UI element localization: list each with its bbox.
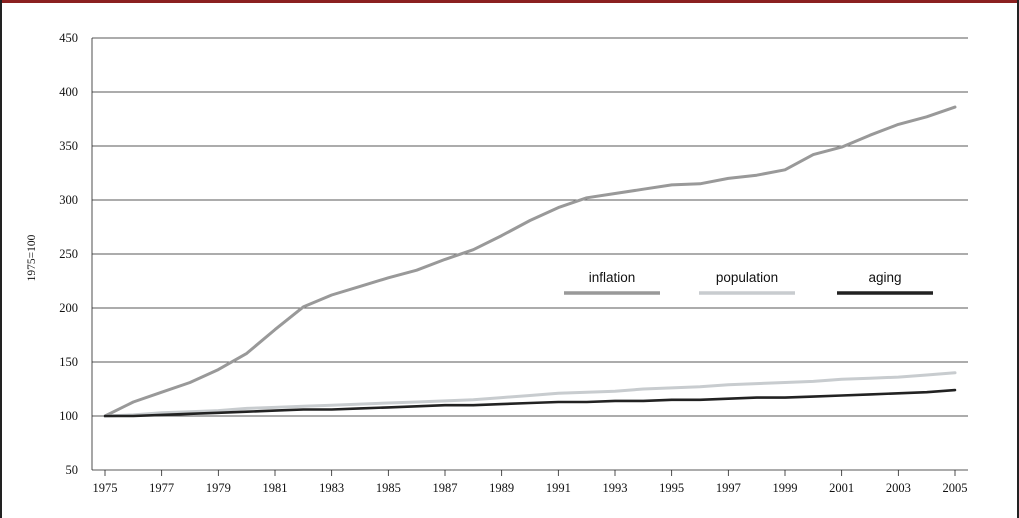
series-line-population	[103, 371, 957, 418]
y-tick-label-50: 50	[66, 463, 79, 477]
y-tick-label-200: 200	[59, 301, 78, 315]
x-tick-label-1983: 1983	[319, 481, 344, 495]
x-tick-label-1985: 1985	[376, 481, 401, 495]
x-tick-label-1989: 1989	[489, 481, 514, 495]
y-tick-label-100: 100	[59, 409, 78, 423]
y-tick-label-350: 350	[59, 139, 78, 153]
x-tick-label-2003: 2003	[886, 481, 911, 495]
y-tick-label-450: 450	[59, 31, 78, 45]
y-tick-label-300: 300	[59, 193, 78, 207]
x-tick-label-1993: 1993	[603, 481, 628, 495]
y-tick-label-250: 250	[59, 247, 78, 261]
x-tick-label-1977: 1977	[149, 481, 174, 495]
series-lines	[103, 105, 957, 418]
x-tick-label-1991: 1991	[546, 481, 571, 495]
x-axis-ticks: 1975 1977 1979 1981 1983 1985 1987 1989 1991 1993…	[93, 470, 968, 495]
y-tick-label-400: 400	[59, 85, 78, 99]
right-border-rule	[1017, 0, 1019, 518]
y-axis-ticks: 50 100 150 200 250 300 350 400 450	[59, 31, 78, 477]
x-tick-label-1997: 1997	[716, 481, 741, 495]
top-border-rule	[0, 0, 1019, 3]
x-tick-label-1999: 1999	[773, 481, 798, 495]
y-tick-label-150: 150	[59, 355, 78, 369]
legend-label-inflation: inflation	[589, 270, 636, 285]
x-tick-label-1975: 1975	[93, 481, 118, 495]
legend-label-population: population	[716, 270, 778, 285]
left-border-rule	[0, 0, 2, 518]
x-tick-label-1995: 1995	[659, 481, 684, 495]
gridlines	[91, 37, 968, 471]
x-tick-label-1987: 1987	[433, 481, 458, 495]
legend-label-aging: aging	[868, 270, 901, 285]
series-line-aging	[103, 388, 957, 418]
y-axis-label: 1975=100	[26, 234, 38, 281]
x-tick-label-2001: 2001	[829, 481, 854, 495]
x-tick-label-1979: 1979	[206, 481, 231, 495]
x-tick-label-2005: 2005	[943, 481, 968, 495]
legend: inflation population aging	[564, 270, 933, 295]
x-tick-label-1981: 1981	[263, 481, 288, 495]
series-line-inflation	[103, 105, 957, 418]
